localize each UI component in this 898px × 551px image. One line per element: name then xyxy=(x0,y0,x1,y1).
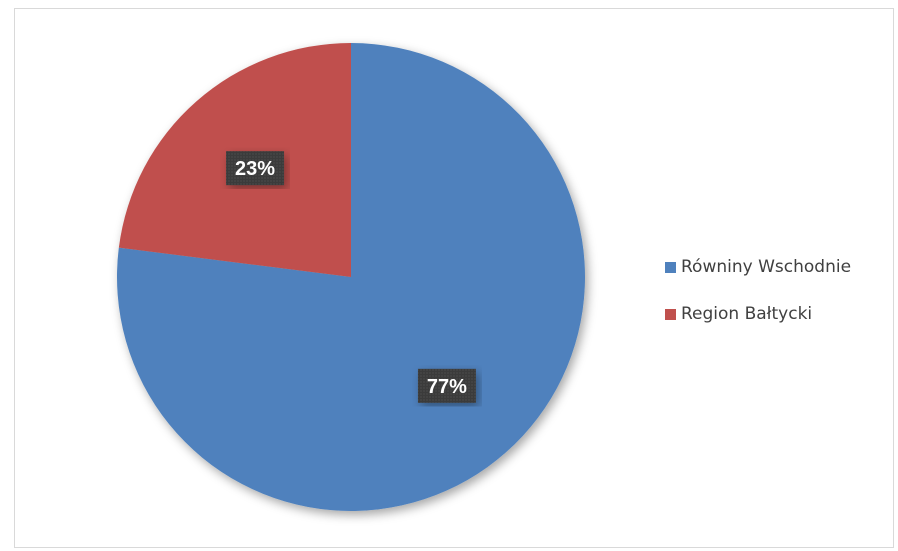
svg-text:77%: 77% xyxy=(427,376,467,398)
legend-item-region-baltycki: Region Bałtycki xyxy=(665,302,851,326)
pie-chart: 77% 23% xyxy=(116,43,586,512)
legend: Równiny Wschodnie Region Bałtycki xyxy=(665,255,851,349)
legend-swatch-rowniny-wschodnie xyxy=(665,261,676,273)
legend-item-rowniny-wschodnie: Równiny Wschodnie xyxy=(665,255,851,279)
svg-text:23%: 23% xyxy=(235,158,275,180)
legend-label-region-baltycki: Region Bałtycki xyxy=(681,304,813,324)
data-label-rowniny-wschodnie: 77% xyxy=(417,368,476,403)
legend-label-rowniny-wschodnie: Równiny Wschodnie xyxy=(681,257,852,277)
legend-swatch-region-baltycki xyxy=(665,308,676,320)
data-label-region-baltycki: 23% xyxy=(226,151,285,186)
chart-area: 77% 23% Równiny Wschodnie Region Bałtycki xyxy=(14,8,894,548)
